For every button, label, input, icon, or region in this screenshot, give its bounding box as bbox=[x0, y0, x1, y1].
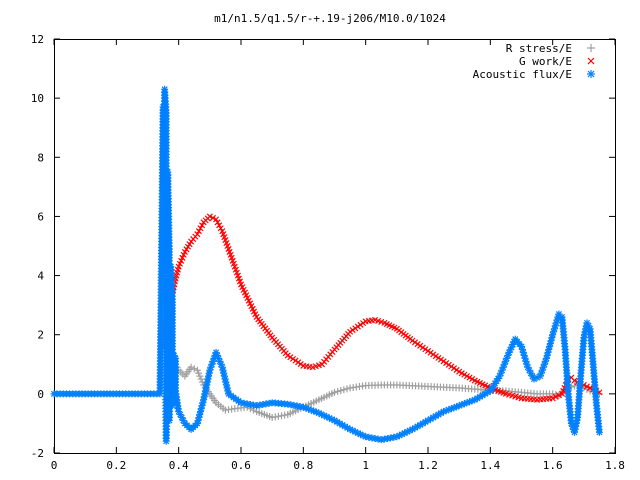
data-point bbox=[198, 222, 206, 229]
data-point bbox=[217, 225, 224, 232]
data-point bbox=[216, 222, 223, 229]
data-marks bbox=[50, 85, 603, 445]
legend-marker bbox=[587, 44, 595, 52]
y-tick-label: 0 bbox=[37, 388, 44, 401]
data-point bbox=[555, 392, 562, 399]
x-tick-label: 0.2 bbox=[106, 459, 126, 472]
data-point bbox=[197, 375, 205, 383]
data-point bbox=[196, 372, 204, 380]
data-point bbox=[197, 225, 204, 232]
data-point bbox=[195, 228, 202, 235]
data-point bbox=[190, 365, 198, 373]
x-tick-label: 0.4 bbox=[169, 459, 189, 472]
x-tick-label: 0 bbox=[51, 459, 58, 472]
x-tick-label: 1.4 bbox=[480, 459, 500, 472]
plot-frame bbox=[54, 39, 616, 454]
data-point bbox=[187, 363, 195, 371]
data-point bbox=[337, 387, 345, 395]
data-point bbox=[209, 214, 216, 221]
legend-label: Acoustic flux/E bbox=[473, 68, 572, 81]
data-point bbox=[416, 421, 424, 429]
data-point bbox=[595, 428, 603, 436]
x-tick-label: 1 bbox=[362, 459, 369, 472]
legend-label: R stress/E bbox=[506, 42, 572, 55]
y-tick-label: -2 bbox=[31, 447, 44, 460]
x-tick-label: 1.2 bbox=[418, 459, 438, 472]
data-point bbox=[587, 384, 594, 391]
x-tick-label: 1.8 bbox=[605, 459, 625, 472]
y-tick-label: 6 bbox=[37, 210, 44, 223]
x-tick-label: 0.6 bbox=[231, 459, 251, 472]
data-point bbox=[213, 216, 220, 223]
data-point bbox=[570, 382, 578, 390]
data-point bbox=[549, 395, 556, 402]
data-point bbox=[194, 231, 201, 238]
data-point bbox=[424, 416, 432, 424]
data-point bbox=[206, 213, 213, 220]
chart-title: m1/n1.5/q1.5/r-+.19-j206/M10.0/1024 bbox=[214, 12, 446, 25]
series-2 bbox=[50, 85, 603, 445]
y-tick-label: 12 bbox=[31, 33, 44, 46]
y-tick-label: 4 bbox=[37, 270, 44, 283]
data-point bbox=[170, 351, 178, 359]
data-point bbox=[571, 377, 578, 384]
axis-ticks: 0 0.2 0.4 0.6 0.8 1 1.2 1.4 1.6 1.8 -2 0 2 4 6 8 10 12 bbox=[31, 33, 625, 472]
legend-marker bbox=[587, 70, 595, 78]
y-tick-label: 2 bbox=[37, 329, 44, 342]
data-point bbox=[458, 401, 466, 409]
data-point bbox=[193, 366, 201, 374]
data-point bbox=[583, 319, 591, 327]
data-point bbox=[552, 393, 559, 400]
data-point bbox=[489, 382, 497, 390]
data-point bbox=[340, 386, 348, 394]
data-point bbox=[334, 387, 342, 395]
data-point bbox=[331, 388, 338, 396]
series-1 bbox=[161, 213, 603, 403]
data-point bbox=[583, 383, 590, 390]
y-tick-label: 10 bbox=[31, 92, 44, 105]
data-point bbox=[195, 369, 203, 377]
data-point bbox=[503, 354, 511, 362]
x-tick-label: 1.6 bbox=[543, 459, 563, 472]
data-point bbox=[343, 385, 351, 393]
legend-marker bbox=[587, 57, 595, 65]
data-point bbox=[214, 219, 221, 226]
legend-label: G work/E bbox=[519, 55, 572, 68]
data-point bbox=[555, 310, 563, 318]
y-tick-label: 8 bbox=[37, 151, 44, 164]
x-tick-label: 0.8 bbox=[293, 459, 313, 472]
data-point bbox=[549, 390, 557, 398]
